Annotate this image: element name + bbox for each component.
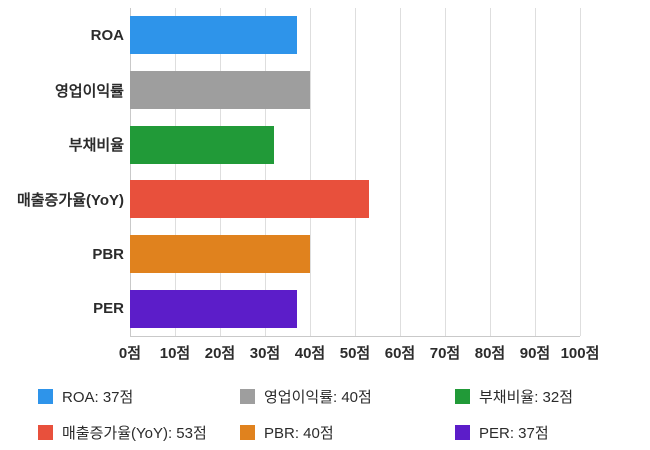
category-label: PER bbox=[93, 300, 124, 318]
bar-row bbox=[130, 172, 580, 227]
bar-row bbox=[130, 8, 580, 63]
legend-item: 부채비율: 32점 bbox=[455, 386, 638, 407]
gridline bbox=[580, 8, 581, 336]
x-tick-label: 20점 bbox=[204, 345, 236, 362]
legend-label: PBR: 40점 bbox=[264, 425, 334, 442]
gridline bbox=[130, 8, 131, 336]
legend-item: PER: 37점 bbox=[455, 422, 638, 443]
legend-swatch bbox=[240, 389, 255, 404]
plot-area bbox=[130, 8, 581, 337]
x-tick-label: 70점 bbox=[429, 345, 461, 362]
gridline bbox=[445, 8, 446, 336]
gridline bbox=[310, 8, 311, 336]
gridlines bbox=[130, 8, 581, 336]
gridline bbox=[175, 8, 176, 336]
x-tick-label: 10점 bbox=[159, 345, 191, 362]
x-tick-label: 60점 bbox=[384, 345, 416, 362]
legend-label: 매출증가율(YoY): 53점 bbox=[62, 425, 207, 442]
x-tick-label: 80점 bbox=[474, 345, 506, 362]
legend-swatch bbox=[455, 389, 470, 404]
bar bbox=[130, 289, 297, 328]
bar bbox=[130, 180, 369, 219]
category-label: 매출증가율(YoY) bbox=[16, 191, 124, 209]
legend-label: PER: 37점 bbox=[479, 425, 549, 442]
bar-row bbox=[130, 281, 580, 336]
x-tick-label: 30점 bbox=[249, 345, 281, 362]
legend-item: 매출증가율(YoY): 53점 bbox=[38, 422, 240, 443]
x-tick-label: 40점 bbox=[294, 345, 326, 362]
legend-item: ROA: 37점 bbox=[38, 386, 240, 407]
gridline bbox=[265, 8, 266, 336]
bar-row bbox=[130, 117, 580, 172]
bar bbox=[130, 71, 310, 109]
legend-item: 영업이익률: 40점 bbox=[240, 386, 455, 407]
legend-swatch bbox=[455, 425, 470, 440]
legend-label: 영업이익률: 40점 bbox=[264, 389, 372, 406]
legend-swatch bbox=[38, 389, 53, 404]
legend-label: ROA: 37점 bbox=[62, 389, 134, 406]
bar-row bbox=[130, 227, 580, 282]
legend-swatch bbox=[38, 425, 53, 440]
gridline bbox=[400, 8, 401, 336]
category-label: PBR bbox=[92, 245, 124, 263]
gridline bbox=[535, 8, 536, 336]
bar-rows bbox=[130, 8, 580, 336]
gridline bbox=[220, 8, 221, 336]
category-label: ROA bbox=[90, 26, 124, 44]
x-tick-label: 50점 bbox=[339, 345, 371, 362]
legend-item: PBR: 40점 bbox=[240, 422, 455, 443]
x-axis: 0점 10점 20점 30점 40점 50점 60점 70점 80점 90점 100점 bbox=[119, 342, 599, 362]
x-tick-label: 0점 bbox=[118, 345, 142, 362]
category-label: 부채비율 bbox=[68, 137, 124, 155]
category-label: 영업이익률 bbox=[54, 82, 124, 100]
legend-label: 부채비율: 32점 bbox=[479, 389, 574, 406]
x-tick-label: 90점 bbox=[519, 345, 551, 362]
x-tick-label: 100점 bbox=[560, 345, 600, 362]
legend-swatch bbox=[240, 425, 255, 440]
bar bbox=[130, 16, 297, 55]
gridline bbox=[490, 8, 491, 336]
bar bbox=[130, 125, 274, 164]
bar bbox=[130, 235, 310, 274]
gridline bbox=[355, 8, 356, 336]
bar-row bbox=[130, 63, 580, 118]
